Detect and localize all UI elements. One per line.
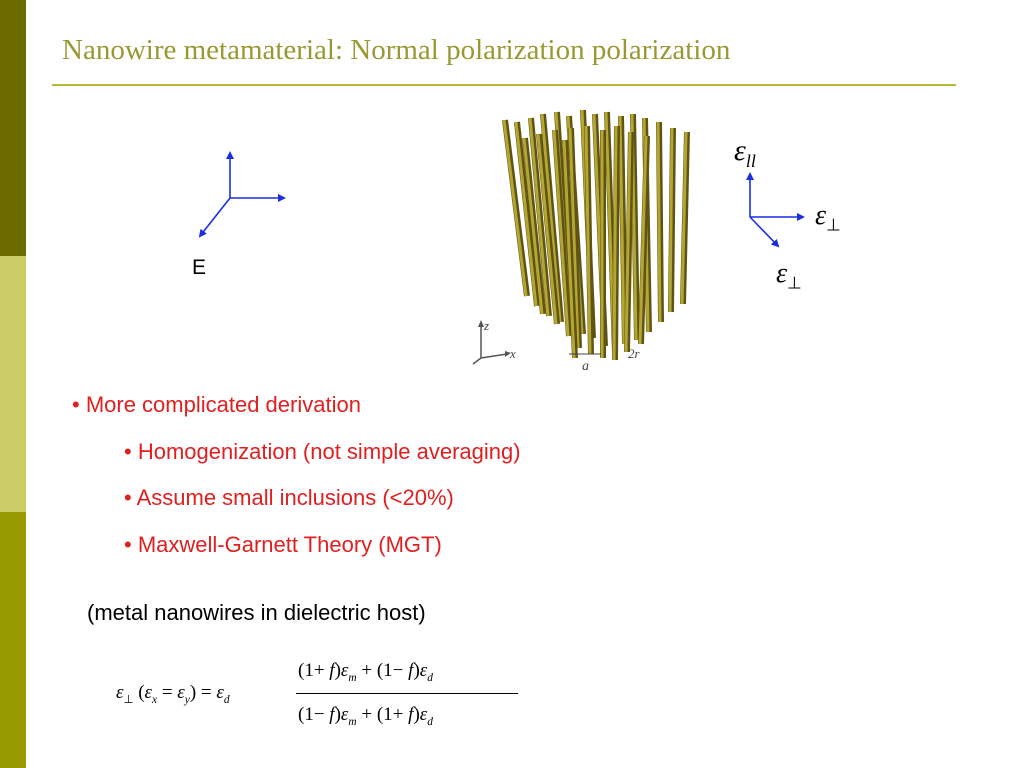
axis-z-label: z — [483, 318, 489, 333]
formula-denominator: (1− f)εm + (1+ f)εd — [298, 704, 433, 728]
nanowire-highlight — [584, 125, 592, 355]
nanowire-highlight — [514, 121, 538, 307]
formula-token: ) — [413, 704, 420, 725]
formula-token: ε — [419, 704, 428, 725]
nanowire-highlight — [638, 135, 648, 345]
epsilon-symbol: ε — [776, 258, 788, 289]
formula-token: ) — [334, 660, 341, 681]
nanowire-highlight — [522, 137, 544, 315]
formula-token: m — [348, 715, 357, 728]
nanowire-highlight — [618, 115, 626, 345]
slide-title: Nanowire metamaterial: Normal polarizati… — [62, 34, 731, 66]
formula-token: ε — [340, 660, 349, 681]
formula-token: d — [427, 715, 433, 728]
formula-token: ε — [144, 682, 153, 703]
nanowire-highlight — [612, 125, 618, 361]
e-field-label: E — [192, 256, 207, 279]
axis-x-label: x — [509, 346, 516, 361]
formula-token: x — [152, 693, 158, 706]
formula-token: f — [329, 704, 335, 725]
diameter-2r-label: 2r — [628, 346, 641, 361]
formula-token: ⊥ — [123, 693, 134, 706]
formula-token: ) — [413, 660, 420, 681]
sidebar-band-bottom — [0, 512, 26, 768]
formula-token: ε — [419, 660, 428, 681]
formula-token: m — [348, 671, 357, 684]
mgt-formula: ε⊥ (εx = εy) = εd (1+ f)εm + (1− f)εd (1… — [116, 660, 536, 735]
nanowire-highlight — [668, 127, 674, 313]
formula-token: y — [184, 693, 190, 706]
coordinate-triad-icon — [472, 320, 511, 365]
nanowire-highlight — [540, 113, 562, 323]
formula-token: f — [329, 660, 335, 681]
formula-token: ) = — [189, 682, 217, 703]
nanowire-array-figure: z x a 2r — [472, 109, 690, 374]
bullet-item: • Homogenization (not simple averaging) — [124, 439, 521, 464]
epsilon-perp-label-bottom: ε⊥ — [776, 258, 802, 294]
subscript: ⊥ — [787, 273, 802, 293]
formula-token: f — [408, 704, 414, 725]
formula-token: = — [157, 682, 178, 703]
subscript: ⊥ — [826, 215, 841, 235]
nanowire-highlight — [528, 117, 550, 317]
e-field-axes-icon — [198, 151, 286, 238]
formula-token: ε — [340, 704, 349, 725]
bullet-item: • More complicated derivation — [72, 392, 361, 417]
formula-token: + (1+ — [356, 704, 409, 725]
subscript: ll — [745, 151, 756, 171]
nanowire-highlight — [624, 131, 632, 353]
nanowire-highlight — [502, 119, 528, 297]
bullet-item: • Maxwell-Garnett Theory (MGT) — [124, 532, 442, 557]
epsilon-parallel-label: εll — [734, 134, 756, 172]
nanowire-highlight — [552, 129, 570, 337]
formula-token: ( — [133, 682, 145, 703]
nanowire-highlight — [680, 131, 688, 305]
host-note: (metal nanowires in dielectric host) — [87, 600, 426, 625]
formula-numerator: (1+ f)εm + (1− f)εd — [298, 660, 433, 684]
title-underline — [52, 84, 956, 86]
formula-token: ε — [116, 682, 124, 703]
permittivity-axes-icon — [746, 172, 805, 248]
nanowire-highlight — [536, 133, 558, 325]
formula-lhs: ε⊥ (εx = εy) = εd — [116, 682, 230, 706]
bullet-item: • Assume small inclusions (<20%) — [124, 485, 454, 510]
sidebar-band-top — [0, 0, 26, 256]
formula-token: f — [408, 660, 414, 681]
epsilon-symbol: ε — [815, 200, 827, 231]
formula-token: d — [427, 671, 433, 684]
fraction-bar — [296, 693, 518, 694]
formula-token: ε — [177, 682, 185, 703]
epsilon-symbol: ε — [734, 134, 746, 167]
formula-token: (1+ — [298, 660, 330, 681]
nanowire-highlight — [562, 139, 576, 359]
sidebar-band-middle — [0, 256, 26, 512]
formula-token: + (1− — [356, 660, 409, 681]
formula-token: (1− — [298, 704, 330, 725]
formula-token: ε — [216, 682, 224, 703]
slide-sidebar — [0, 0, 26, 768]
nanowire-group — [502, 109, 690, 361]
nanowire-highlight — [656, 121, 662, 323]
nanowire-highlight — [568, 127, 580, 349]
formula-token: ) — [334, 704, 341, 725]
spacing-a-label: a — [582, 359, 589, 374]
epsilon-perp-label-right: ε⊥ — [815, 200, 841, 236]
formula-token: d — [223, 693, 230, 706]
